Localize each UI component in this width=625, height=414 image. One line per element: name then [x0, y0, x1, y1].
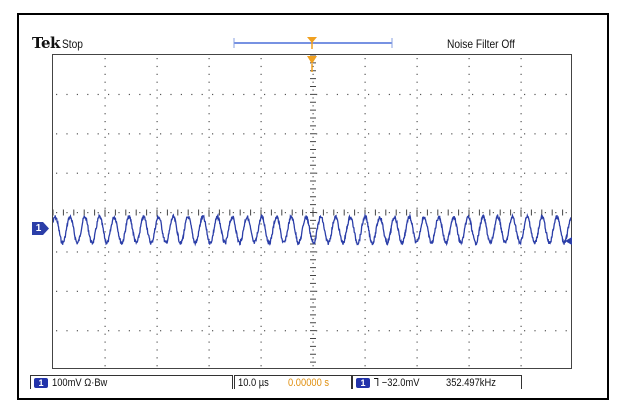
noise-filter-status: Noise Filter Off: [447, 37, 515, 51]
status-bar: 1 100mV Ω·Bw 10.0 µs 0.00000 s 1 ⅂ −32.0…: [30, 375, 580, 389]
channel-1-readout[interactable]: 1 100mV Ω·Bw: [30, 375, 233, 389]
channel-1-waveform: [53, 212, 571, 247]
time-per-div-label: 10.0 µs: [238, 376, 269, 389]
channel-scale-label: 100mV Ω·Bw: [52, 376, 108, 389]
record-view-bar: [233, 37, 393, 49]
trigger-marker-icon: [307, 56, 317, 72]
channel-1-marker-label: 1: [35, 223, 42, 234]
brand-logo: Tek: [32, 34, 60, 52]
channel-1-marker-icon[interactable]: [32, 222, 50, 235]
timebase-readout[interactable]: 10.0 µs 0.00000 s: [234, 375, 352, 389]
trigger-position-icon: [307, 37, 317, 43]
channel-1-badge: 1: [34, 377, 48, 388]
trigger-source-badge: 1: [356, 377, 370, 388]
trigger-level-arrow-icon: [565, 237, 572, 245]
trigger-readout[interactable]: 1 ⅂ −32.0mV 352.497kHz: [352, 375, 522, 389]
graticule-grid: [53, 55, 571, 367]
trigger-level-label: ⅂ −32.0mV: [374, 377, 420, 389]
waveform-display: [52, 54, 572, 369]
frequency-readout-label: 352.497kHz: [445, 376, 496, 389]
acquisition-status: Stop: [62, 37, 83, 51]
trigger-position-label: 0.00000 s: [288, 376, 330, 389]
